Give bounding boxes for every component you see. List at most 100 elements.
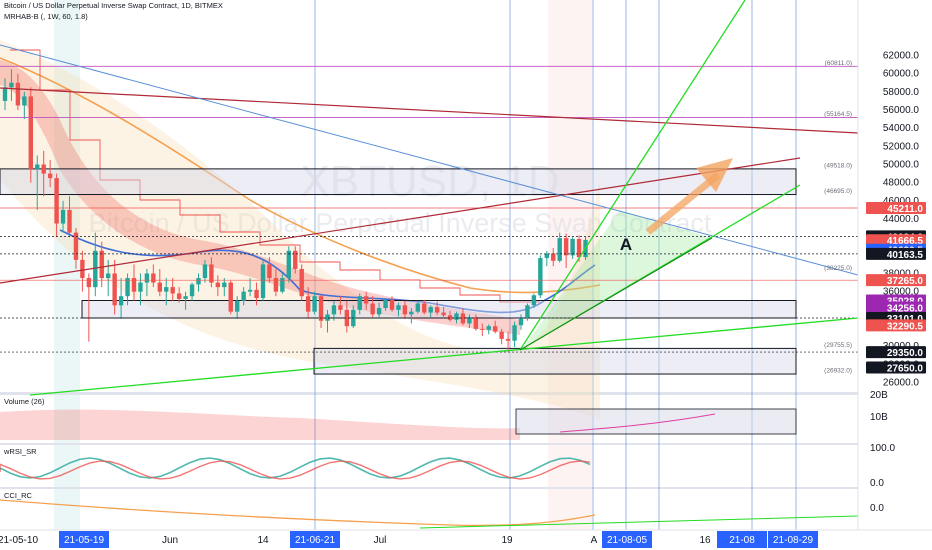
time-axis-bg (0, 530, 932, 550)
time-tick-label: 21-05-19 (64, 535, 104, 546)
candles (2, 69, 588, 352)
candle-body (325, 314, 330, 321)
time-tick-label: 21-08 (729, 535, 755, 546)
price-tick-label: 26000.0 (883, 378, 920, 389)
trend-lines[interactable]: (60811.0) (55164.5) (49518.0) (46695.0) (382… (0, 0, 859, 396)
time-tick-label: A (591, 535, 598, 546)
price-label-bg (866, 247, 926, 260)
price-label-bg (866, 202, 926, 215)
time-axis[interactable]: 21-05-10 21-05-19 Jun 14 21-06-21 Jul 19 A 21-08… (0, 529, 932, 550)
candle-body (157, 282, 162, 292)
trend-line-green-base (29, 317, 859, 396)
candle-body (125, 278, 130, 297)
candle-body (235, 300, 240, 312)
price-tick-label: 38000.0 (883, 269, 920, 280)
price-axis-bg (858, 0, 932, 530)
time-label-bg (59, 531, 109, 548)
candle-body (551, 253, 556, 261)
candle-body (299, 268, 304, 297)
candle-body (67, 209, 72, 233)
candle-body (293, 250, 298, 269)
price-label-bg (866, 301, 926, 314)
candle-body (222, 282, 227, 288)
candle-body (415, 303, 420, 312)
price-label-bg (866, 319, 926, 332)
candle-body (364, 296, 369, 304)
wrsi-signal (0, 460, 591, 480)
candle-body (499, 331, 504, 339)
time-label-bg (768, 531, 818, 548)
candle-body (376, 308, 382, 315)
candle-body (99, 250, 104, 279)
candle-body (428, 307, 433, 313)
candle-body (241, 291, 246, 301)
fib-level-label: (46695.0) (824, 188, 852, 195)
cci-line (0, 499, 596, 527)
wrsi-axis-label: 100.0 (870, 443, 895, 454)
candle-body (512, 325, 517, 341)
wrsi-title: wRSI_SR (3, 447, 37, 456)
candle-body (383, 299, 388, 309)
candle-body (215, 282, 221, 288)
candle-body (138, 282, 143, 292)
price-zone (0, 168, 797, 196)
candle-body (576, 238, 582, 258)
moving-average-orange (0, 57, 601, 294)
price-tick-label: 36000.0 (883, 287, 920, 298)
watermark-ticker: XBTUSD, 1D (300, 157, 559, 206)
indicator-panes: Volume (26) wRSI_SR CCI_RC (0, 397, 859, 529)
session-band (548, 0, 592, 530)
candle-body (202, 264, 208, 279)
chart-header: Bitcoin / US Dollar Perpetual Inverse Sw… (4, 1, 223, 21)
chart-overlays (0, 40, 797, 420)
volume-projection (559, 413, 716, 433)
candle-body (286, 250, 291, 279)
fib-level-label: (38225.0) (824, 265, 852, 272)
candle-body (47, 173, 53, 179)
time-label-bg (602, 531, 652, 548)
time-tick-label: 14 (257, 535, 269, 546)
price-axis[interactable]: 26000.028000.030000.032000.034000.036000… (857, 0, 932, 550)
candle-body (460, 313, 466, 324)
candle-body (486, 326, 491, 330)
candle-body (164, 287, 169, 292)
candle-body (144, 273, 150, 283)
cci-axis-label: 0.0 (870, 503, 884, 514)
candle-body (505, 338, 511, 341)
candle-body (409, 311, 414, 315)
price-label-bg (866, 361, 926, 374)
price-label: 40163.5 (887, 250, 924, 261)
trend-line-green-steep (519, 0, 746, 351)
price-zone (313, 347, 797, 375)
candle-body (557, 238, 562, 261)
candle-body (254, 289, 259, 299)
candle-body (370, 303, 375, 315)
projection-arrow-head (696, 158, 733, 192)
candle-body (247, 289, 253, 292)
candle-body (183, 296, 188, 299)
watermark: XBTUSD, 1D Bitcoin / US Dollar Perpetual… (89, 157, 712, 238)
candle-body (28, 96, 33, 170)
price-tick-label: 52000.0 (883, 141, 920, 152)
price-label: 34256.0 (887, 304, 924, 315)
price-label: 27650.0 (887, 364, 924, 375)
candle-body (9, 82, 14, 88)
time-label-bg (290, 531, 340, 548)
time-tick-label: 21-08-05 (607, 535, 647, 546)
candle-body (267, 264, 272, 279)
price-tick-label: 56000.0 (883, 105, 920, 116)
candle-body (441, 312, 446, 316)
candle-body (54, 178, 59, 224)
time-tick-label: 21-05-10 (0, 535, 38, 546)
price-label: 29350.0 (887, 348, 924, 359)
price-tick-label: 60000.0 (883, 69, 920, 80)
candle-body (209, 264, 214, 283)
price-label: 41666.5 (887, 236, 924, 247)
candle-body (434, 307, 440, 313)
candle-body (93, 250, 98, 288)
trend-line-green-low (519, 237, 713, 351)
candle-body (151, 273, 156, 283)
candle-body (318, 296, 324, 321)
candle-body (280, 278, 285, 292)
